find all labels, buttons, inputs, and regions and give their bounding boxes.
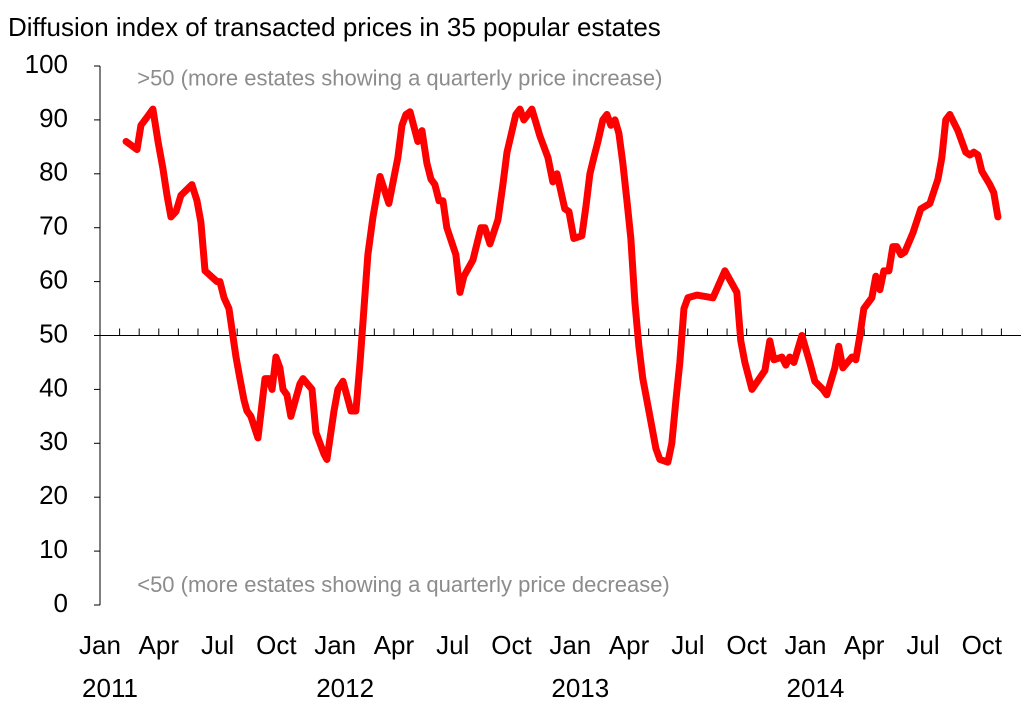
x-year-label: 2012 [316, 673, 374, 703]
x-tick-label: Oct [962, 630, 1003, 660]
x-tick-label: Jan [549, 630, 591, 660]
x-tick-label: Apr [609, 630, 650, 660]
y-tick-label: 30 [39, 426, 68, 456]
x-tick-label: Apr [139, 630, 180, 660]
x-year-label: 2011 [82, 673, 138, 703]
chart-title: Diffusion index of transacted prices in … [8, 12, 661, 42]
data-line [122, 105, 1002, 466]
y-tick-label: 70 [39, 211, 68, 241]
x-tick-label: Jan [79, 630, 121, 660]
y-tick-label: 10 [39, 534, 68, 564]
annotation: <50 (more estates showing a quarterly pr… [137, 572, 670, 597]
y-tick-label: 60 [39, 264, 68, 294]
x-tick-label: Apr [844, 630, 885, 660]
y-tick-label: 40 [39, 372, 68, 402]
annotation: >50 (more estates showing a quarterly pr… [137, 65, 662, 90]
y-tick-label: 100 [25, 49, 68, 79]
x-tick-label: Apr [374, 630, 415, 660]
x-tick-label: Jan [784, 630, 826, 660]
x-tick-label: Jul [906, 630, 939, 660]
y-tick-label: 20 [39, 480, 68, 510]
x-tick-label: Jul [436, 630, 469, 660]
x-tick-label: Jan [314, 630, 356, 660]
x-tick-label: Jul [201, 630, 234, 660]
x-year-label: 2014 [787, 673, 845, 703]
y-tick-label: 50 [39, 318, 68, 348]
x-year-label: 2013 [551, 673, 609, 703]
x-tick-label: Oct [726, 630, 767, 660]
y-tick-label: 0 [54, 588, 68, 618]
x-tick-label: Oct [491, 630, 532, 660]
y-tick-label: 80 [39, 157, 68, 187]
y-tick-label: 90 [39, 103, 68, 133]
x-tick-label: Oct [256, 630, 297, 660]
x-tick-label: Jul [671, 630, 704, 660]
